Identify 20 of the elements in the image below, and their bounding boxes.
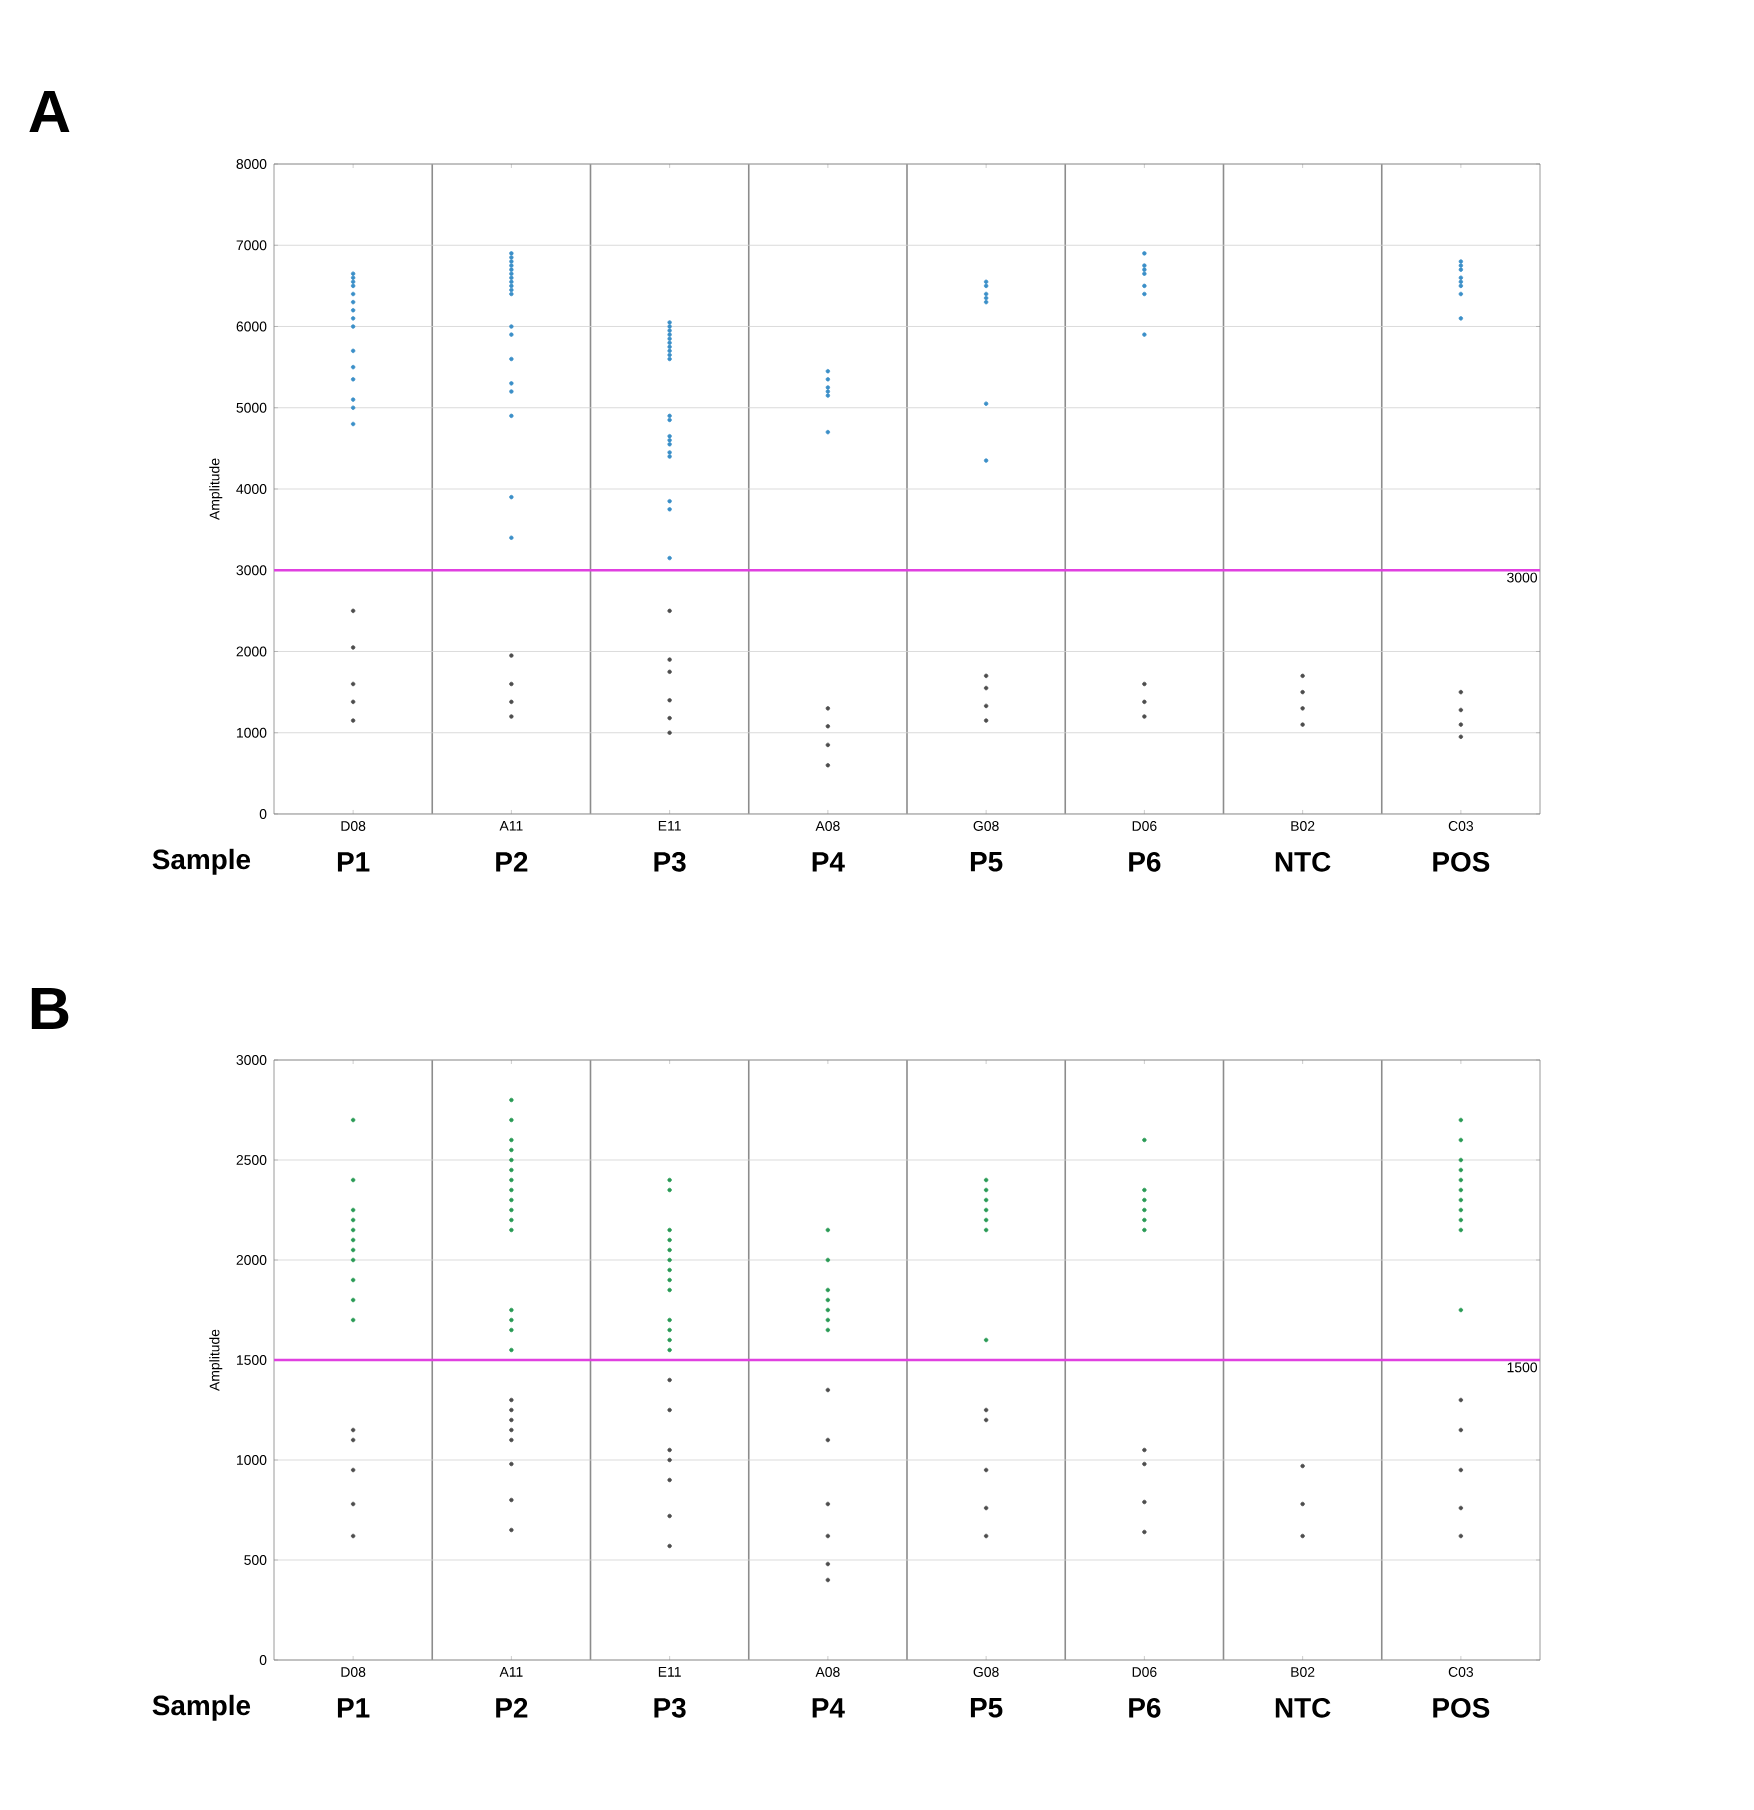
text: P3	[654, 1697, 686, 1718]
text: P6	[1129, 851, 1161, 872]
text: Sample	[152, 1694, 251, 1721]
text: Sample	[152, 848, 251, 875]
chart-title: B	[31, 987, 69, 1029]
text: P5	[970, 1698, 1003, 1718]
text: P5	[970, 852, 1003, 872]
text: P2	[496, 1698, 528, 1718]
text: P2	[496, 852, 528, 872]
text: P6	[1129, 1697, 1161, 1718]
text: NTC	[1275, 851, 1331, 872]
text: P3	[654, 851, 686, 872]
chart-title: A	[29, 90, 70, 132]
text: NTC	[1275, 1697, 1331, 1718]
text: P4	[812, 1698, 845, 1718]
text: POS	[1433, 851, 1490, 872]
text: P1	[337, 1698, 370, 1718]
text: POS	[1433, 1697, 1490, 1718]
text: P1	[337, 852, 370, 872]
text: P4	[812, 852, 845, 872]
